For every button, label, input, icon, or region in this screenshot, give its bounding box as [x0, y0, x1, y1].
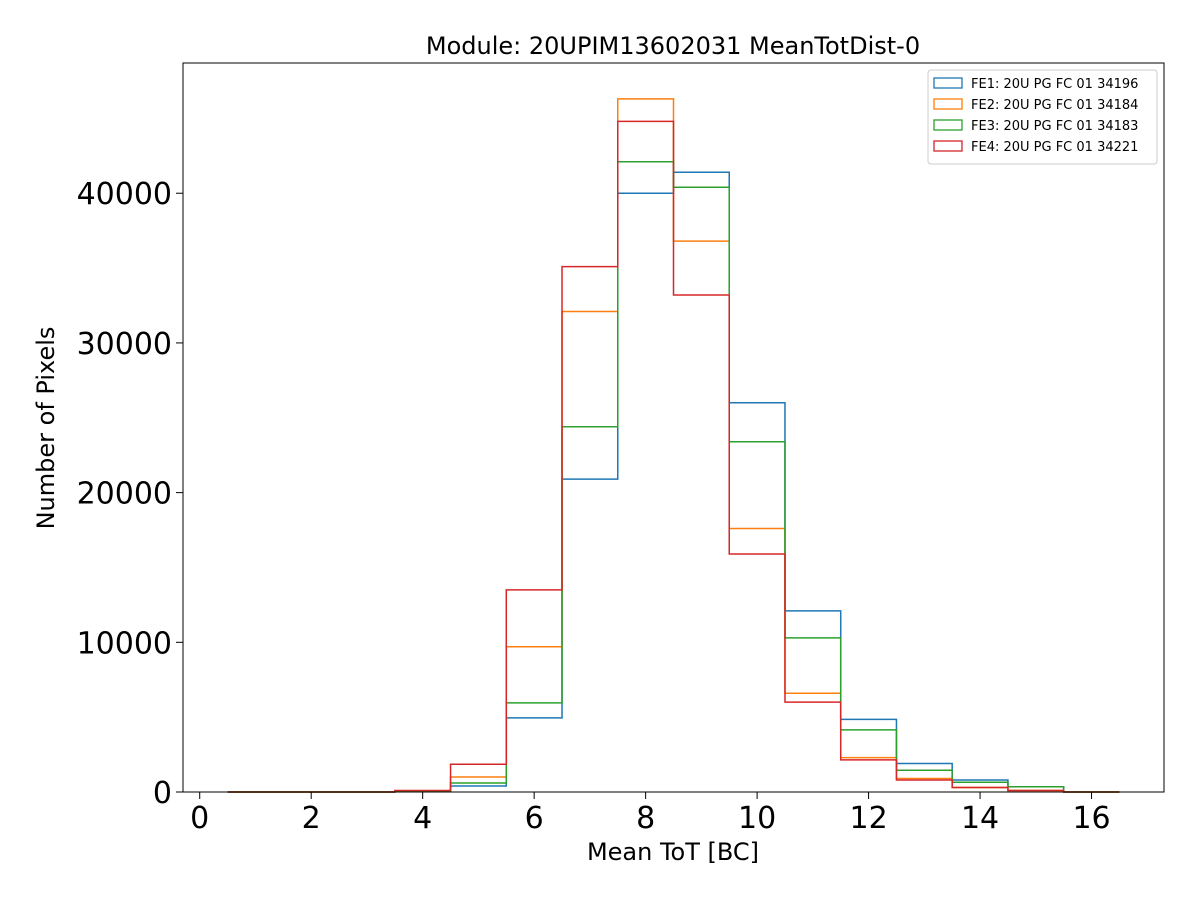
y-tick-label: 10000: [77, 626, 172, 661]
legend-label: FE4: 20U PG FC 01 34221: [971, 140, 1138, 155]
x-tick-label: 14: [961, 801, 999, 836]
y-tick-label: 20000: [77, 477, 172, 512]
chart-title: Module: 20UPIM13602031 MeanTotDist-0: [426, 32, 920, 60]
plot-frame: [182, 62, 1165, 793]
legend-swatch: [933, 98, 963, 110]
legend-swatch: [933, 119, 963, 131]
x-tick-label: 16: [1072, 801, 1110, 836]
x-tick-label: 10: [738, 801, 776, 836]
legend-label: FE1: 20U PG FC 01 34196: [971, 77, 1138, 92]
x-tick-label: 6: [525, 801, 544, 836]
x-tick-label: 8: [636, 801, 655, 836]
series-4-step-line: [227, 120, 1120, 793]
y-tick-label: 40000: [77, 177, 172, 212]
x-axis-label: Mean ToT [BC]: [587, 838, 759, 866]
x-tick-label: 4: [413, 801, 432, 836]
legend-label: FE3: 20U PG FC 01 34183: [971, 119, 1138, 134]
legend: FE1: 20U PG FC 01 34196 FE2: 20U PG FC 01…: [927, 69, 1158, 165]
y-tick-label: 30000: [77, 327, 172, 362]
legend-swatch: [933, 140, 963, 152]
y-axis-label: Number of Pixels: [32, 327, 60, 530]
legend-swatch: [933, 77, 963, 89]
y-tick-label: 0: [153, 776, 172, 811]
legend-label: FE2: 20U PG FC 01 34184: [971, 98, 1138, 113]
x-tick-label: 0: [190, 801, 209, 836]
plot-area: 0 2 4 6 8 10 12 14 16 0 10000 20000 30000 40000: [77, 62, 1165, 836]
legend-box: [927, 69, 1158, 165]
x-tick-label: 12: [849, 801, 887, 836]
x-tick-label: 2: [302, 801, 321, 836]
